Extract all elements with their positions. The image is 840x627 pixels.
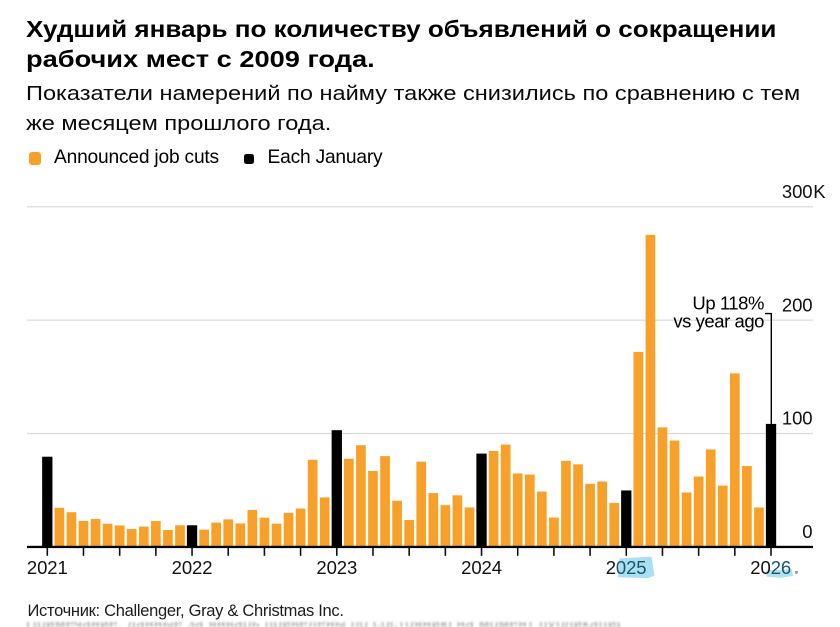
svg-text:0: 0 — [802, 521, 812, 542]
svg-text:100: 100 — [782, 408, 813, 429]
svg-text:2024: 2024 — [461, 557, 502, 578]
svg-text:Up 118%: Up 118% — [692, 292, 764, 313]
svg-text:2022: 2022 — [172, 557, 213, 578]
svg-text:300: 300 — [782, 181, 813, 202]
svg-text:2023: 2023 — [316, 557, 357, 578]
svg-text:K: K — [813, 181, 826, 202]
svg-text:200: 200 — [782, 294, 813, 315]
svg-text:vs year ago: vs year ago — [673, 311, 764, 332]
svg-text:2025: 2025 — [606, 557, 647, 578]
svg-text:2021: 2021 — [27, 557, 68, 578]
svg-text:2026: 2026 — [750, 557, 791, 578]
